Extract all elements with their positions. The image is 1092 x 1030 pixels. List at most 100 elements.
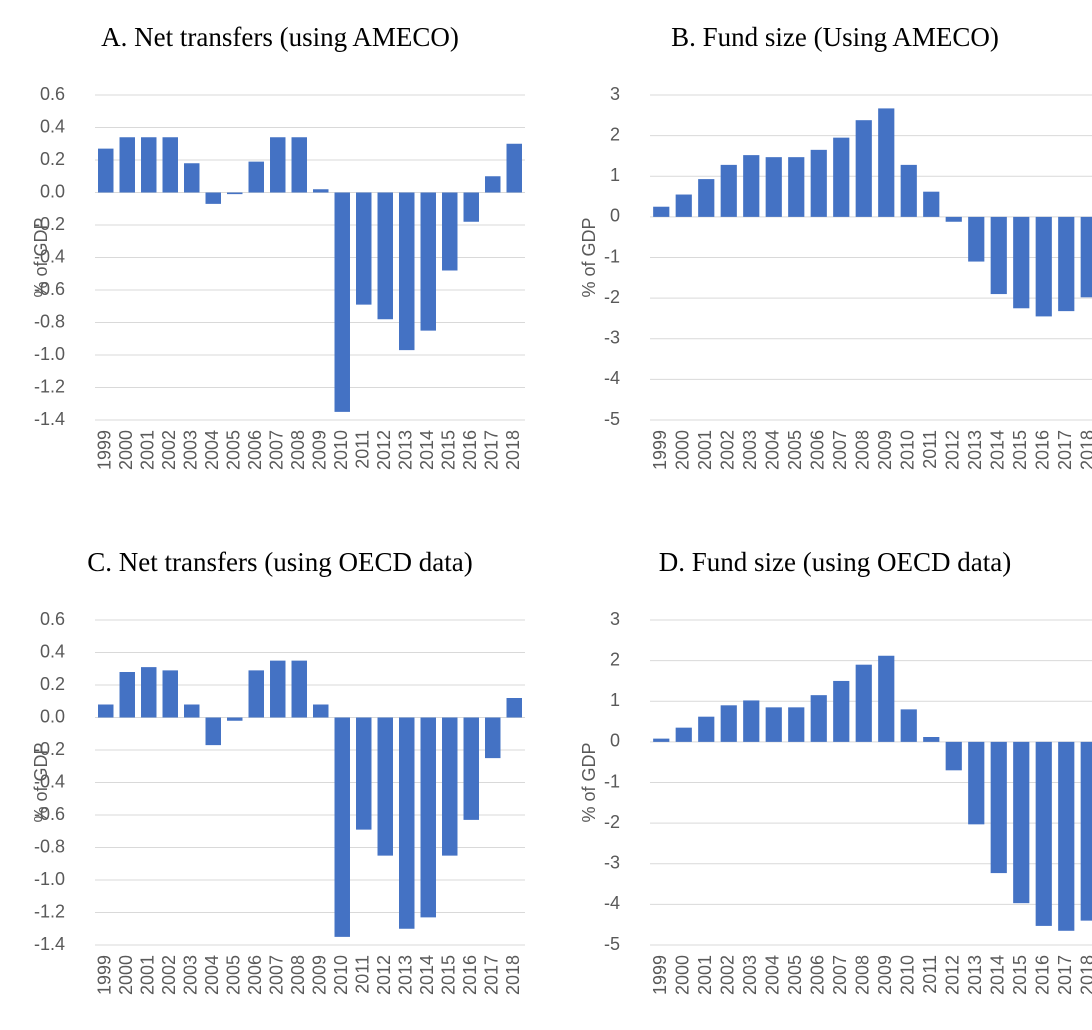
y-tick-label: -1.4	[34, 409, 65, 429]
bar	[698, 179, 715, 217]
x-tick-label: 2010	[331, 955, 351, 995]
bar	[184, 704, 200, 718]
bar	[788, 707, 805, 742]
bar	[900, 709, 917, 742]
bar	[675, 194, 692, 217]
x-tick-label: 2001	[695, 955, 715, 995]
x-tick-label: 2015	[1010, 430, 1030, 470]
x-tick-label: 2008	[853, 955, 873, 995]
y-tick-label: -1.2	[34, 376, 65, 396]
bar	[119, 137, 135, 193]
bar	[463, 717, 479, 820]
bar	[810, 695, 827, 742]
bar	[968, 216, 985, 262]
x-tick-label: 2018	[503, 430, 523, 470]
bar	[1013, 216, 1030, 309]
bar	[675, 727, 692, 742]
x-tick-label: 2010	[331, 430, 351, 470]
y-tick-label: -0.6	[34, 804, 65, 824]
x-tick-label: 2014	[417, 430, 437, 470]
bar	[878, 655, 895, 742]
bar	[227, 717, 243, 721]
bar	[270, 660, 286, 718]
bar	[227, 192, 243, 195]
x-tick-label: 2003	[740, 430, 760, 470]
bar	[765, 707, 782, 742]
x-tick-label: 2011	[353, 955, 373, 994]
x-tick-label: 2004	[202, 430, 222, 470]
y-tick-label: -0.4	[34, 771, 65, 791]
bar	[968, 741, 985, 825]
bar	[162, 670, 178, 718]
bar	[900, 164, 917, 217]
y-tick-label: 3	[610, 84, 620, 104]
bar	[205, 717, 221, 746]
bar	[291, 660, 307, 718]
x-tick-label: 2012	[374, 430, 394, 470]
y-tick-label: -2	[604, 812, 620, 832]
x-tick-label: 1999	[650, 955, 670, 995]
y-axis-label: % of GDP	[579, 742, 599, 822]
x-tick-label: 2009	[875, 430, 895, 470]
x-tick-label: 2007	[267, 955, 287, 995]
bar	[1013, 741, 1030, 904]
y-tick-label: -1.0	[34, 344, 65, 364]
bar	[878, 108, 895, 217]
x-tick-label: 2000	[116, 430, 136, 470]
x-tick-label: 2008	[288, 955, 308, 995]
x-tick-label: 2005	[224, 430, 244, 470]
bar	[356, 192, 372, 305]
x-tick-label: 2006	[245, 430, 265, 470]
bar	[743, 155, 760, 217]
bar	[313, 704, 329, 718]
x-tick-label: 2002	[718, 430, 738, 470]
y-tick-label: -0.8	[34, 311, 65, 331]
bar	[720, 705, 737, 742]
x-tick-label: 2017	[482, 955, 502, 995]
bar	[833, 680, 850, 742]
x-tick-label: 2011	[920, 955, 940, 994]
y-tick-label: 0	[610, 206, 620, 226]
x-tick-label: 2010	[898, 955, 918, 995]
x-tick-label: 2013	[396, 955, 416, 995]
bar	[119, 672, 135, 718]
y-tick-label: -1.0	[34, 869, 65, 889]
x-tick-label: 1999	[95, 430, 115, 470]
bar	[1080, 216, 1092, 298]
x-tick-label: 2016	[1033, 430, 1053, 470]
bar	[1058, 216, 1075, 312]
x-tick-label: 2015	[439, 955, 459, 995]
bar	[653, 206, 670, 217]
x-tick-label: 2016	[1033, 955, 1053, 995]
bar	[1035, 216, 1052, 317]
x-tick-label: 2015	[1010, 955, 1030, 995]
x-tick-label: 2007	[830, 430, 850, 470]
x-tick-label: 2006	[245, 955, 265, 995]
bar	[855, 120, 872, 217]
x-tick-label: 2011	[920, 430, 940, 469]
bar	[1080, 741, 1092, 921]
x-tick-label: 1999	[95, 955, 115, 995]
x-tick-label: 2003	[740, 955, 760, 995]
x-tick-label: 2006	[808, 955, 828, 995]
y-tick-label: -0.4	[34, 246, 65, 266]
bar	[291, 137, 307, 193]
bar	[377, 717, 393, 856]
chart-title: A. Net transfers (using AMECO)	[101, 22, 459, 52]
x-tick-label: 2002	[159, 430, 179, 470]
y-tick-label: 0.4	[40, 116, 65, 136]
y-tick-label: 0.2	[40, 149, 65, 169]
x-tick-label: 2012	[943, 430, 963, 470]
bar	[765, 157, 782, 217]
bar	[788, 157, 805, 217]
bar	[420, 192, 436, 331]
bar	[141, 667, 157, 718]
y-tick-label: -0.2	[34, 739, 65, 759]
bar	[698, 716, 715, 742]
bar	[184, 163, 200, 193]
bar	[720, 164, 737, 217]
y-tick-label: -0.6	[34, 279, 65, 299]
x-tick-label: 2016	[460, 955, 480, 995]
bar	[420, 717, 436, 918]
